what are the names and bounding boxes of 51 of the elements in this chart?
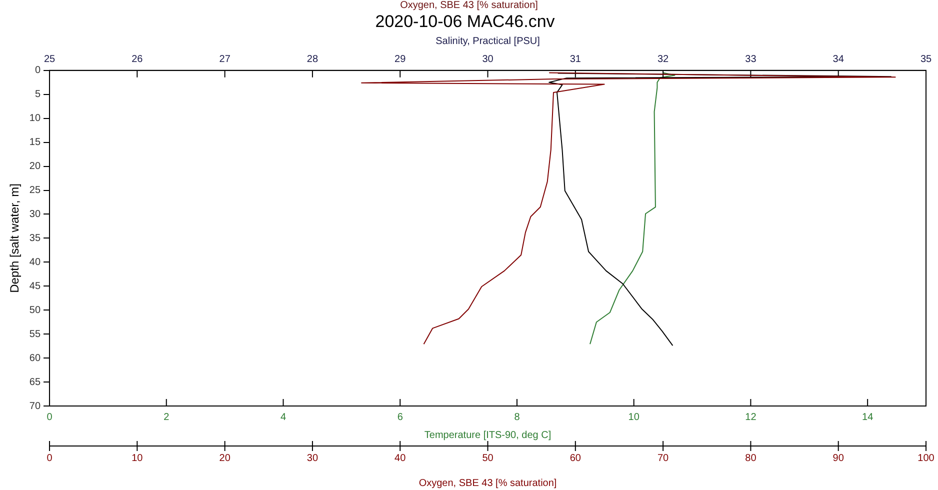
y-tick-label: 20 (29, 161, 41, 172)
y-tick-label: 65 (29, 376, 41, 388)
x2-tick-label: 27 (219, 54, 231, 66)
x2-tick-label: 25 (44, 54, 56, 66)
y-tick-label: 55 (29, 328, 41, 340)
x-tick-label: 80 (745, 452, 757, 464)
y-tick-label: 45 (29, 280, 41, 292)
chart-title: 2020-10-06 MAC46.cnv (375, 12, 556, 31)
x-tick-label: 10 (628, 412, 640, 423)
y-tick-label: 35 (29, 232, 41, 244)
y-tick-label: 25 (29, 185, 41, 196)
x-tick-label: 50 (482, 452, 494, 464)
x-tick-label: 40 (394, 452, 406, 464)
x-tick-label: 8 (514, 412, 520, 423)
x2-tick-label: 35 (920, 54, 932, 66)
y-tick-label: 50 (29, 304, 41, 316)
x2-tick-label: 29 (394, 54, 406, 66)
y-tick-label: 10 (29, 113, 41, 124)
x-tick-label: 0 (46, 452, 53, 464)
y-tick-label: 70 (29, 400, 41, 412)
x2-tick-label: 28 (306, 54, 318, 66)
x-tick-label: 70 (657, 452, 670, 464)
x2-tick-label: 33 (745, 54, 757, 66)
x-tick-label: 4 (280, 412, 286, 423)
x-axis-title: Oxygen, SBE 43 [% saturation] (418, 478, 557, 489)
y-tick-label: 40 (29, 256, 41, 268)
x2-axis-title: Salinity, Practical [PSU] (436, 36, 540, 48)
x-tick-label: 2 (164, 412, 170, 423)
x2-tick-label: 34 (832, 54, 844, 66)
x-tick-label: 12 (745, 412, 757, 423)
text: Oxygen, SBE 43 [% saturation] (399, 0, 539, 12)
y-tick-label: 30 (29, 208, 41, 220)
x2-tick-label: 26 (132, 54, 144, 66)
x-axis-title: Temperature [ITS-90, deg C] (424, 430, 552, 441)
y-tick-label: 15 (29, 137, 41, 148)
x-tick-label: 14 (862, 412, 874, 423)
y-tick-label: 60 (29, 352, 41, 364)
x-tick-label: 30 (306, 452, 318, 464)
y-tick-label: 0 (34, 65, 41, 76)
x-tick-label: 60 (570, 452, 582, 464)
x-tick-label: 100 (918, 452, 935, 464)
x-tick-label: 90 (832, 452, 844, 464)
y-tick-label: 5 (34, 89, 41, 100)
x2-tick-label: 32 (657, 54, 670, 66)
x2-tick-label: 30 (482, 54, 494, 66)
y-axis-title: Depth [salt water, m] (8, 184, 22, 293)
x-tick-label: 6 (397, 412, 404, 423)
x-tick-label: 20 (219, 452, 231, 464)
x-tick-label: 10 (132, 452, 144, 464)
x2-tick-label: 31 (570, 54, 582, 66)
x-tick-label: 0 (46, 412, 53, 423)
